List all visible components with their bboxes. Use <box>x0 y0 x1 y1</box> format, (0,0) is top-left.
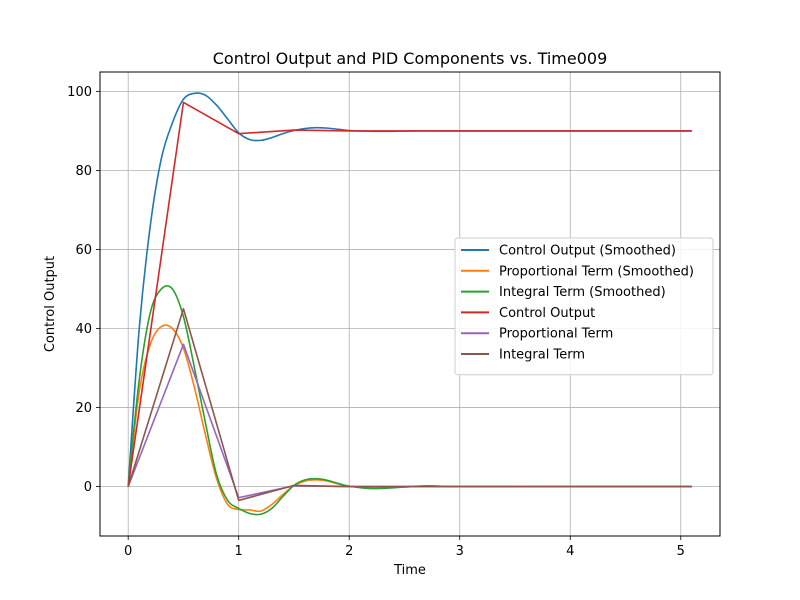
plot-frame <box>99 71 721 537</box>
y-tick-label: 40 <box>75 322 92 337</box>
legend-label: Integral Term <box>499 348 585 363</box>
legend: Control Output (Smoothed) Proportional Te… <box>454 237 714 376</box>
legend-label: Control Output (Smoothed) <box>499 244 676 259</box>
y-tick-label: 60 <box>75 243 92 258</box>
axis-ticks: 0 1 2 3 4 5 0 20 40 60 80 100 <box>67 85 685 559</box>
x-tick-label: 3 <box>456 544 464 559</box>
y-tick-label: 100 <box>67 85 92 100</box>
x-tick-label: 0 <box>124 544 132 559</box>
x-tick-label: 2 <box>345 544 353 559</box>
y-axis-label: Control Output <box>43 256 58 352</box>
series-line-integral-term <box>127 307 692 502</box>
legend-label: Control Output <box>499 306 595 321</box>
series-lines <box>127 92 692 516</box>
x-axis-label: Time <box>393 563 426 578</box>
legend-label: Proportional Term (Smoothed) <box>499 264 694 279</box>
x-tick-label: 1 <box>235 544 243 559</box>
series-line-control-output <box>127 101 692 487</box>
x-tick-label: 4 <box>566 544 574 559</box>
x-tick-label: 5 <box>677 544 685 559</box>
y-tick-label: 80 <box>75 164 92 179</box>
y-tick-label: 0 <box>84 480 92 495</box>
series-line-integral-term-smoothed <box>127 284 692 516</box>
y-tick-label: 20 <box>75 401 92 416</box>
chart-title: Control Output and PID Components vs. Ti… <box>213 49 608 68</box>
legend-label: Integral Term (Smoothed) <box>499 285 666 300</box>
legend-label: Proportional Term <box>499 327 613 342</box>
legend-box <box>454 237 714 376</box>
